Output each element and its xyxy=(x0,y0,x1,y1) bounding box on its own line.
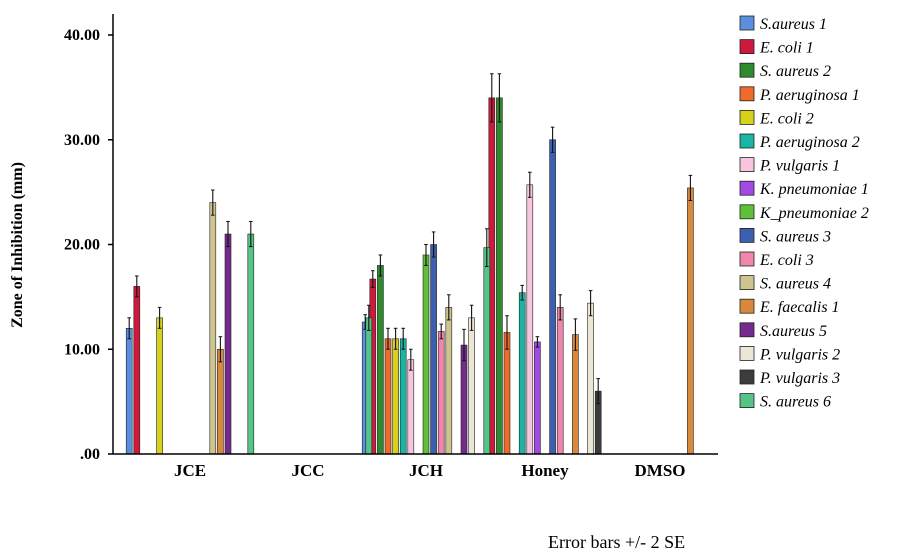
bar xyxy=(445,307,453,455)
legend-label: E. coli 3 xyxy=(759,252,814,269)
legend-swatch xyxy=(739,204,755,220)
bar xyxy=(407,359,415,455)
legend-swatch xyxy=(739,133,755,149)
y-tick-label: 40.00 xyxy=(64,27,100,44)
x-tick-label: JCC xyxy=(291,461,324,480)
legend-label: S.aureus 1 xyxy=(760,16,827,33)
legend-swatch xyxy=(739,393,755,409)
bar xyxy=(549,139,556,455)
legend-label: P. aeruginosa 2 xyxy=(759,134,860,151)
bar xyxy=(209,202,217,455)
legend-label: E. coli 2 xyxy=(759,110,814,127)
bar xyxy=(133,286,141,455)
y-tick-label: 20.00 xyxy=(64,237,100,254)
legend-label: E. faecalis 1 xyxy=(759,299,840,316)
bar xyxy=(556,307,564,455)
bar xyxy=(526,184,534,455)
bar xyxy=(460,344,468,455)
y-tick-label: .00 xyxy=(80,446,100,463)
y-tick-label: 10.00 xyxy=(64,341,100,358)
legend-swatch xyxy=(739,251,755,267)
legend-label: S. aureus 4 xyxy=(760,276,831,293)
bar xyxy=(572,334,579,455)
legend-swatch xyxy=(739,275,755,291)
legend-label: P. vulgaris 1 xyxy=(759,158,840,175)
bar xyxy=(483,247,491,455)
legend-label: P. vulgaris 2 xyxy=(759,346,840,363)
y-axis-title: Zone of Inhibition (mm) xyxy=(9,162,26,328)
bar xyxy=(687,187,694,455)
bar xyxy=(422,254,430,455)
legend-swatch xyxy=(739,39,755,54)
bar xyxy=(496,97,503,455)
x-tick-label: DMSO xyxy=(635,461,686,480)
x-tick-label: JCH xyxy=(409,461,443,480)
bar xyxy=(247,233,255,455)
bar xyxy=(437,331,445,455)
x-tick-label: JCE xyxy=(174,461,206,480)
legend-label: S. aureus 3 xyxy=(760,228,831,245)
legend-swatch xyxy=(739,322,755,338)
legend-swatch xyxy=(739,180,755,196)
bar xyxy=(430,244,437,455)
bar xyxy=(392,338,399,455)
bar xyxy=(468,317,475,455)
legend-swatch xyxy=(739,15,755,31)
legend-label: S. aureus 2 xyxy=(760,63,831,80)
legend-label: P. vulgaris 3 xyxy=(759,370,840,387)
bar xyxy=(534,341,541,455)
x-tick-label: Honey xyxy=(521,461,569,480)
legend-swatch xyxy=(739,157,755,173)
bar xyxy=(365,317,373,455)
legend-swatch xyxy=(739,345,755,361)
error-bars-note: Error bars +/- 2 SE xyxy=(548,532,685,552)
bar xyxy=(384,338,392,455)
legend-swatch xyxy=(739,227,755,243)
legend-label: E. coli 1 xyxy=(759,40,814,57)
legend-label: K_pneumoniae 2 xyxy=(759,205,869,222)
legend-label: S.aureus 5 xyxy=(760,323,827,340)
bar xyxy=(399,338,407,455)
legend-swatch xyxy=(739,298,755,314)
legend-swatch xyxy=(739,110,755,125)
bar xyxy=(224,233,232,455)
legend-label: K. pneumoniae 1 xyxy=(759,181,869,198)
legend-label: S. aureus 6 xyxy=(760,394,831,411)
legend-label: P. aeruginosa 1 xyxy=(759,87,860,104)
legend-swatch xyxy=(739,86,755,102)
legend-swatch xyxy=(739,62,755,78)
bar xyxy=(587,302,594,455)
bar xyxy=(217,348,224,455)
bar xyxy=(156,317,163,455)
bar xyxy=(518,292,526,455)
bar xyxy=(125,327,133,455)
bar xyxy=(377,265,384,455)
y-tick-label: 30.00 xyxy=(64,132,100,149)
legend-swatch xyxy=(739,369,755,385)
bar xyxy=(503,332,511,455)
